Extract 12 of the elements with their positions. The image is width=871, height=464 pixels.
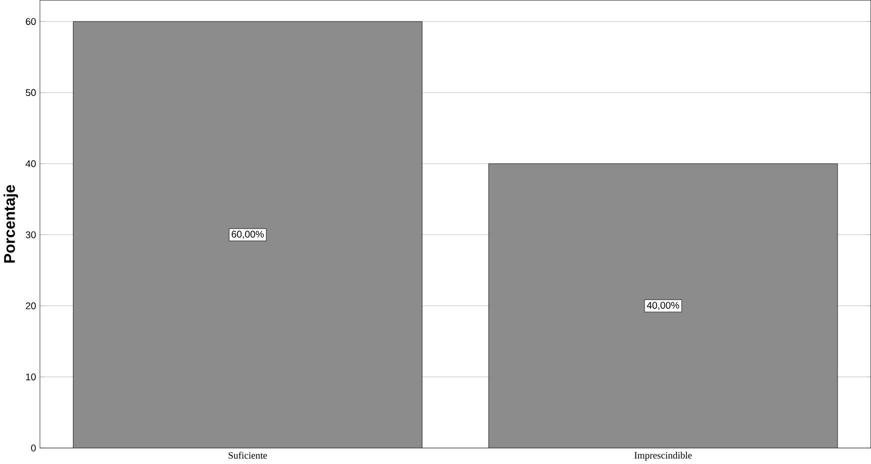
data-label: 40,00% (646, 302, 680, 310)
y-tick-label: 50 (26, 89, 36, 96)
y-tick-label: 10 (26, 373, 36, 380)
y-tick-label: 40 (26, 160, 36, 168)
y-tick-label: 60 (26, 18, 36, 25)
y-tick-label: 30 (26, 231, 36, 238)
data-label: 60,00% (232, 230, 264, 239)
y-tick-label: 20 (26, 302, 36, 310)
x-tick-label: Suficiente (228, 452, 267, 459)
x-tick-label: Imprescindible (634, 452, 692, 460)
y-tick-label: 0 (31, 444, 36, 452)
y-axis-title: Porcentaje (4, 184, 18, 263)
